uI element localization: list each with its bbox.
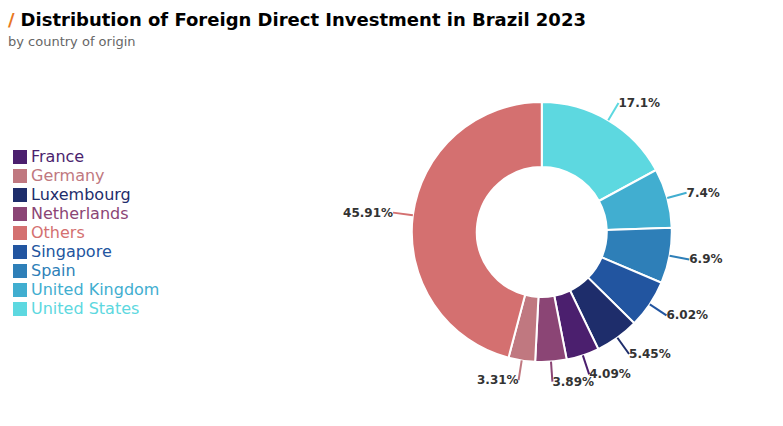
html-text:Germany: Germany xyxy=(31,165,105,185)
svg-text:6.02%: 6.02% xyxy=(666,308,708,322)
svg-text:45.91%: 45.91% xyxy=(343,206,393,220)
html-text:Netherlands: Netherlands xyxy=(31,203,129,223)
svg-text:6.9%: 6.9% xyxy=(689,252,722,266)
svg-text:3.31%: 3.31% xyxy=(477,373,519,387)
html-text:Singapore: Singapore xyxy=(31,241,112,261)
html-text:Spain: Spain xyxy=(31,260,76,280)
svg-text:7.4%: 7.4% xyxy=(687,186,720,200)
html-text:Luxembourg: Luxembourg xyxy=(31,184,131,204)
html-text:United Kingdom: United Kingdom xyxy=(31,279,160,299)
html-text:Others: Others xyxy=(31,222,85,242)
svg-text:3.89%: 3.89% xyxy=(552,375,594,389)
svg-text:17.1%: 17.1% xyxy=(618,96,660,110)
html-text:/ Distribution of Foreign Dire: / Distribution of Foreign Direct Investm… xyxy=(8,9,586,30)
html-text:France: France xyxy=(31,146,85,166)
svg-text:5.45%: 5.45% xyxy=(629,347,671,361)
svg-text:4.09%: 4.09% xyxy=(589,367,631,381)
html-text:United States: United States xyxy=(31,298,140,318)
html-text:by country of origin: by country of origin xyxy=(8,34,136,49)
